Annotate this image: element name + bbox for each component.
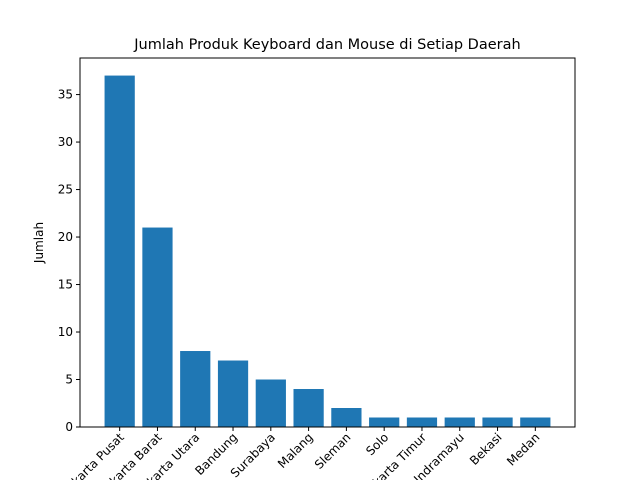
bar-10 (444, 417, 475, 427)
y-tick-label: 20 (58, 230, 73, 244)
x-tick-label: Bekasi (467, 430, 505, 468)
bar-7 (331, 408, 362, 427)
y-tick-label: 15 (58, 278, 73, 292)
bar-4 (217, 360, 249, 427)
bars-group (104, 75, 551, 428)
bar-12 (520, 417, 551, 427)
y-axis-title: Jumlah (32, 222, 46, 264)
bar-6 (293, 389, 324, 427)
bar-3 (180, 351, 211, 427)
y-tick-label: 35 (58, 88, 73, 102)
bar-1 (104, 75, 135, 428)
x-tick-label: Solo (363, 430, 391, 458)
bar-8 (369, 417, 400, 427)
bar-5 (255, 379, 286, 427)
y-tick-label: 25 (58, 183, 73, 197)
y-tick-label: 0 (65, 420, 73, 434)
x-tick-label: Medan (504, 430, 542, 468)
y-axis-ticks: 0 5 10 15 20 25 30 35 (58, 88, 80, 434)
x-tick-label: Malang (275, 430, 316, 471)
y-tick-label: 5 (65, 373, 73, 387)
bar-2 (142, 227, 173, 427)
bar-11 (482, 417, 513, 427)
y-tick-label: 10 (58, 325, 73, 339)
x-tick-label: Sleman (312, 430, 354, 472)
y-tick-label: 30 (58, 135, 73, 149)
bar-9 (406, 417, 438, 427)
chart-title: Jumlah Produk Keyboard dan Mouse di Seti… (133, 37, 520, 53)
plot-frame (79, 57, 576, 428)
